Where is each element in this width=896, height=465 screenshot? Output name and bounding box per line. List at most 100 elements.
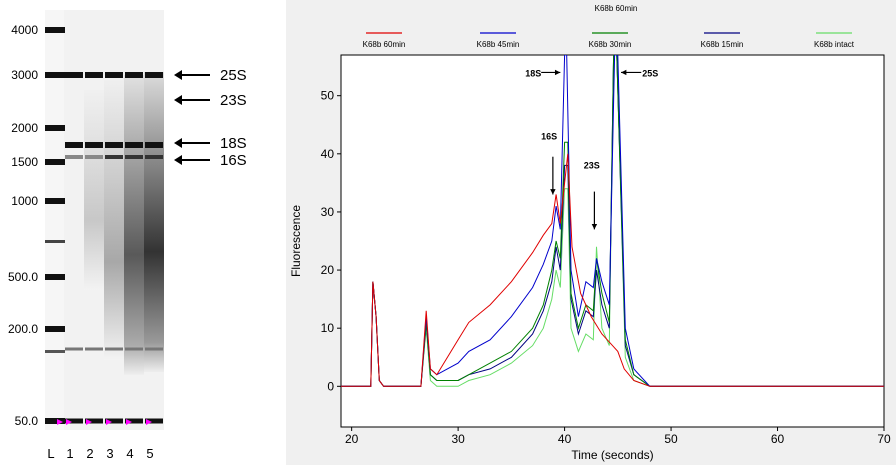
sample-band — [125, 72, 143, 78]
ladder-band — [45, 350, 65, 353]
x-tick-label: 40 — [558, 432, 572, 446]
x-axis-label: Time (seconds) — [571, 448, 653, 462]
ladder-band — [45, 159, 65, 165]
gel-smear — [104, 80, 124, 360]
sample-band — [145, 72, 163, 78]
ladder-band — [45, 274, 65, 280]
ladder-size-label: 1000 — [11, 194, 38, 208]
marker-arrow — [66, 419, 72, 425]
lane-label: L — [47, 446, 54, 461]
x-tick-label: 50 — [664, 432, 678, 446]
lane-label: 1 — [66, 446, 73, 461]
legend-entry: K68b 15min — [701, 40, 744, 49]
ladder-band — [45, 72, 65, 78]
sample-band — [145, 142, 163, 148]
sample-band — [125, 155, 143, 159]
band-arrow-head — [174, 138, 182, 148]
legend-entry: K68b 60min — [363, 40, 406, 49]
ladder-band — [45, 27, 65, 33]
sample-band — [65, 347, 83, 351]
sample-band — [145, 347, 163, 351]
sample-band — [85, 418, 103, 424]
gel-lane — [45, 10, 65, 430]
sample-band — [105, 72, 123, 78]
gel-image: 4000 3000 2000 1500 1000 500.0 200.0 50.0 L 1 2 3 4 5 — [8, 10, 210, 461]
sample-band — [85, 155, 103, 159]
sample-band — [65, 155, 83, 159]
ladder-size-label: 50.0 — [15, 414, 39, 428]
annotation-arrowhead — [591, 224, 598, 230]
chart-title: K68b 60min — [595, 4, 638, 13]
band-label: 18S — [220, 135, 247, 152]
sample-band — [105, 347, 123, 351]
gel-lane — [64, 10, 84, 430]
series-line — [341, 153, 884, 387]
marker-arrow — [126, 419, 132, 425]
ladder-size-label: 500.0 — [8, 270, 38, 284]
annotation-arrowhead — [621, 69, 627, 76]
sample-band — [145, 155, 163, 159]
ladder-size-label: 4000 — [11, 23, 38, 37]
annotation-arrowhead — [554, 69, 561, 76]
legend-entry: K68b 45min — [477, 40, 520, 49]
gel-smear — [84, 90, 104, 290]
x-tick-label: 70 — [877, 432, 891, 446]
sample-band — [65, 72, 83, 78]
band-label: 25S — [220, 67, 247, 84]
sample-band — [125, 142, 143, 148]
marker-arrow — [86, 419, 92, 425]
y-tick-label: 20 — [321, 263, 335, 277]
sample-band — [105, 142, 123, 148]
annotation-label: 25S — [642, 69, 658, 79]
ladder-size-label: 200.0 — [8, 322, 38, 336]
sample-band — [145, 418, 163, 424]
y-tick-label: 40 — [321, 147, 335, 161]
ladder-size-label: 2000 — [11, 121, 38, 135]
gel-smear — [124, 75, 144, 375]
x-tick-label: 60 — [771, 432, 785, 446]
ladder-size-label: 3000 — [11, 68, 38, 82]
band-arrow-head — [174, 95, 182, 105]
electropherogram-chart: K68b 60min K68b 60min K68b 45min K68b 30mi… — [286, 0, 896, 465]
ladder-band — [45, 326, 65, 332]
band-arrow-head — [174, 155, 182, 165]
band-label: 23S — [220, 92, 247, 109]
sample-band — [125, 347, 143, 351]
sample-band — [105, 418, 123, 424]
legend-entry: K68b intact — [814, 40, 855, 49]
ladder-band — [45, 240, 65, 243]
legend-entry: K68b 30min — [589, 40, 632, 49]
sample-band — [85, 72, 103, 78]
sample-band — [85, 347, 103, 351]
lane-label: 3 — [106, 446, 113, 461]
sample-band — [85, 142, 103, 148]
ladder-band — [45, 198, 65, 204]
y-tick-label: 0 — [327, 379, 334, 393]
marker-arrow — [146, 419, 152, 425]
y-tick-label: 30 — [321, 205, 335, 219]
ladder-size-label: 1500 — [11, 155, 38, 169]
ladder-band — [45, 418, 65, 424]
lane-label: 2 — [86, 446, 93, 461]
sample-band — [105, 155, 123, 159]
band-arrow-head — [174, 70, 182, 80]
annotation-label: 16S — [541, 131, 557, 141]
y-tick-label: 10 — [321, 321, 335, 335]
band-label: 16S — [220, 152, 247, 169]
annotation-arrowhead — [550, 189, 556, 195]
x-tick-label: 30 — [451, 432, 465, 446]
sample-band — [65, 418, 83, 424]
y-axis-label: Fluorescence — [289, 205, 303, 277]
y-tick-label: 50 — [321, 89, 335, 103]
marker-arrow — [57, 419, 63, 425]
marker-arrow — [106, 419, 112, 425]
gel-smear — [144, 72, 164, 372]
sample-band — [65, 142, 83, 148]
x-tick-label: 20 — [345, 432, 359, 446]
lane-label: 5 — [146, 446, 153, 461]
annotation-label: 18S — [525, 69, 541, 79]
sample-band — [125, 418, 143, 424]
annotation-label: 23S — [584, 160, 600, 170]
lane-label: 4 — [126, 446, 133, 461]
